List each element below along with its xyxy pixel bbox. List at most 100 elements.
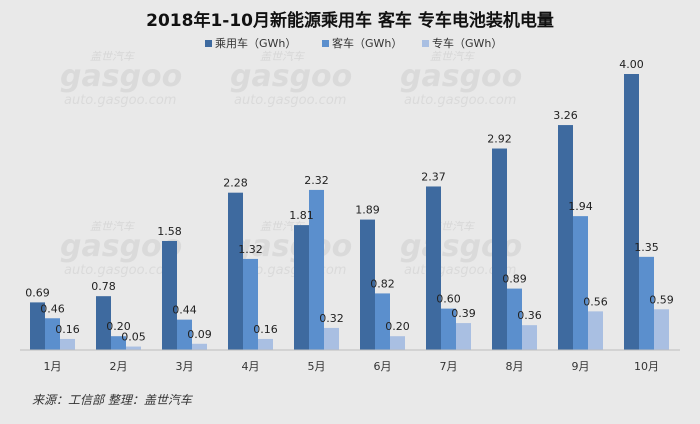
watermark-cn: 盖世汽车 (90, 50, 136, 63)
data-label: 2.37 (421, 170, 446, 183)
data-label: 2.92 (487, 133, 512, 146)
bar (177, 319, 192, 350)
bar (390, 336, 405, 350)
watermark-brand: gasgoo (230, 59, 352, 94)
legend-label: 客车（GWh） (332, 36, 402, 50)
bar (126, 346, 141, 350)
bar (228, 192, 243, 350)
data-label: 0.82 (370, 277, 395, 290)
bar (588, 311, 603, 350)
data-label: 0.36 (517, 309, 542, 322)
x-tick-label: 1月 (44, 360, 62, 373)
source-note: 来源：工信部 整理：盖世汽车 (32, 393, 192, 407)
watermark-url: auto.gasgoo.com (64, 93, 176, 108)
bar (324, 327, 339, 350)
data-label: 0.16 (253, 323, 278, 336)
legend: 乘用车（GWh） 客车（GWh） 专车（GWh） (205, 36, 502, 50)
watermark-cn: 盖世汽车 (430, 220, 476, 233)
watermark-brand: gasgoo (60, 229, 182, 264)
bar (441, 308, 456, 350)
data-label: 0.39 (451, 307, 476, 320)
bar (426, 186, 441, 350)
bar (60, 338, 75, 350)
bar (258, 338, 273, 350)
x-tick-label: 7月 (440, 360, 458, 373)
x-tick-label: 4月 (242, 360, 260, 373)
data-label: 3.26 (553, 109, 578, 122)
data-label: 1.94 (568, 200, 593, 213)
bar (558, 125, 573, 350)
bar (522, 325, 537, 350)
bar (507, 288, 522, 350)
data-label: 0.20 (385, 320, 410, 333)
watermark-url: auto.gasgoo.com (404, 93, 516, 108)
data-label: 0.46 (40, 302, 65, 315)
data-label: 4.00 (619, 58, 644, 71)
bar (654, 309, 669, 350)
x-tick-label: 2月 (110, 360, 128, 373)
data-label: 0.56 (583, 295, 608, 308)
x-tick-labels: 1月 2月 3月 4月 5月 6月 7月 8月 9月 10月 (44, 360, 660, 373)
watermark-brand: gasgoo (230, 229, 352, 264)
bar (45, 318, 60, 350)
data-label: 2.32 (304, 174, 329, 187)
bar (492, 148, 507, 350)
watermark-cn: 盖世汽车 (90, 220, 136, 233)
watermark-brand: gasgoo (400, 59, 522, 94)
data-label: 1.89 (355, 204, 380, 217)
data-label: 2.28 (223, 177, 248, 190)
data-label: 0.60 (436, 293, 461, 306)
bar (624, 74, 639, 350)
legend-label: 乘用车（GWh） (215, 36, 296, 50)
bars (30, 74, 669, 350)
bar (30, 302, 45, 350)
bar (243, 258, 258, 350)
data-label: 1.81 (289, 209, 314, 222)
x-tick-label: 9月 (572, 360, 590, 373)
x-tick-label: 8月 (506, 360, 524, 373)
legend-swatch (422, 40, 429, 47)
bar (111, 336, 126, 350)
bar (375, 293, 390, 350)
bar (309, 189, 324, 350)
bar (360, 219, 375, 350)
x-tick-label: 3月 (176, 360, 194, 373)
bar (294, 225, 309, 350)
data-label: 0.09 (187, 328, 212, 341)
data-label: 0.89 (502, 273, 527, 286)
data-label: 0.16 (55, 323, 80, 336)
data-label: 0.44 (172, 304, 197, 317)
bar (96, 296, 111, 350)
x-tick-label: 10月 (634, 360, 659, 373)
bar (192, 343, 207, 350)
data-label: 0.05 (121, 331, 146, 344)
x-tick-label: 5月 (308, 360, 326, 373)
data-label: 0.32 (319, 312, 344, 325)
data-label: 1.35 (634, 241, 659, 254)
data-labels: 0.690.460.160.780.200.051.580.440.092.28… (25, 58, 674, 344)
watermarks: 盖世汽车gasgooauto.gasgoo.com盖世汽车gasgooauto.… (60, 50, 522, 278)
watermark-brand: gasgoo (60, 59, 182, 94)
data-label: 0.59 (649, 293, 674, 306)
bar (573, 216, 588, 350)
data-label: 0.69 (25, 286, 50, 299)
watermark-cn: 盖世汽车 (260, 50, 306, 63)
watermark-url: auto.gasgoo.com (234, 93, 346, 108)
data-label: 0.78 (91, 280, 116, 293)
data-label: 1.32 (238, 243, 263, 256)
legend-swatch (205, 40, 212, 47)
watermark-cn: 盖世汽车 (430, 50, 476, 63)
x-tick-label: 6月 (374, 360, 392, 373)
data-label: 0.20 (106, 320, 131, 333)
bar (162, 240, 177, 350)
legend-label: 专车（GWh） (432, 36, 502, 50)
bar (456, 323, 471, 350)
chart-title: 2018年1-10月新能源乘用车 客车 专车电池装机电量 (146, 10, 554, 31)
legend-swatch (322, 40, 329, 47)
